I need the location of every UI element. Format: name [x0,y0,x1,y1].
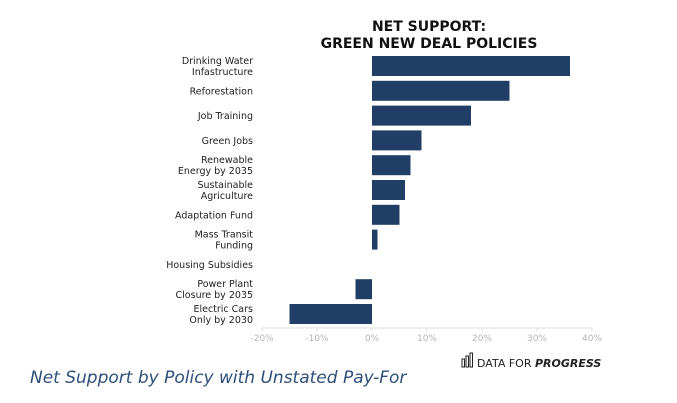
x-tick-label: 40% [582,334,602,344]
category-label: Mass Transit [195,230,254,241]
bar [355,279,372,300]
bar [372,204,400,225]
category-label: Housing Subsidies [166,260,253,271]
category-label: Only by 2030 [189,315,253,326]
category-label: Reforestation [190,86,253,97]
category-label: Electric Cars [193,304,253,315]
category-label: Drinking Water [182,56,253,67]
chart-title: NET SUPPORT:GREEN NEW DEAL POLICIES [321,19,538,52]
bar-chart-icon [461,352,473,368]
category-label: Closure by 2035 [176,290,253,301]
chart-title-line: NET SUPPORT: [372,19,486,35]
bar [372,229,378,250]
category-label: Agriculture [201,191,253,202]
chart-title-line: GREEN NEW DEAL POLICIES [321,36,538,52]
category-label: Infastructure [192,67,253,78]
brand-name: DATA FOR PROGRESS [477,357,601,370]
category-label: Job Training [197,111,253,122]
category-label: Green Jobs [202,136,253,147]
category-label: Power Plant [197,279,253,290]
brand-emphasis: PROGRESS [535,357,601,370]
x-tick-label: 0% [365,334,380,344]
bar [372,105,471,126]
bar [372,56,570,76]
category-label: Energy by 2035 [178,166,253,177]
x-tick-label: 30% [527,334,547,344]
bar [372,130,422,151]
brand-prefix: DATA FOR [477,357,535,370]
bar [372,155,411,176]
category-label: Adaptation Fund [175,210,253,221]
bar [372,180,405,200]
bars [289,56,570,324]
bar [289,304,372,324]
x-tick-label: -20% [250,334,274,344]
x-axis-ticks: -20% -10% 0% 10% 20% 30% 40% [250,328,602,344]
bar [372,80,510,101]
x-tick-label: 10% [417,334,437,344]
category-label: Renewable [201,155,253,166]
brand-logo: DATA FOR PROGRESS [461,352,601,370]
category-label: Funding [215,241,253,252]
x-tick-label: 20% [472,334,492,344]
x-tick-label: -10% [305,334,329,344]
category-label: Sustainable [197,180,253,191]
figure-caption: Net Support by Policy with Unstated Pay-… [30,368,407,388]
